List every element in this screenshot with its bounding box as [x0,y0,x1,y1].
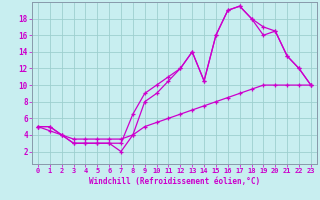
X-axis label: Windchill (Refroidissement éolien,°C): Windchill (Refroidissement éolien,°C) [89,177,260,186]
